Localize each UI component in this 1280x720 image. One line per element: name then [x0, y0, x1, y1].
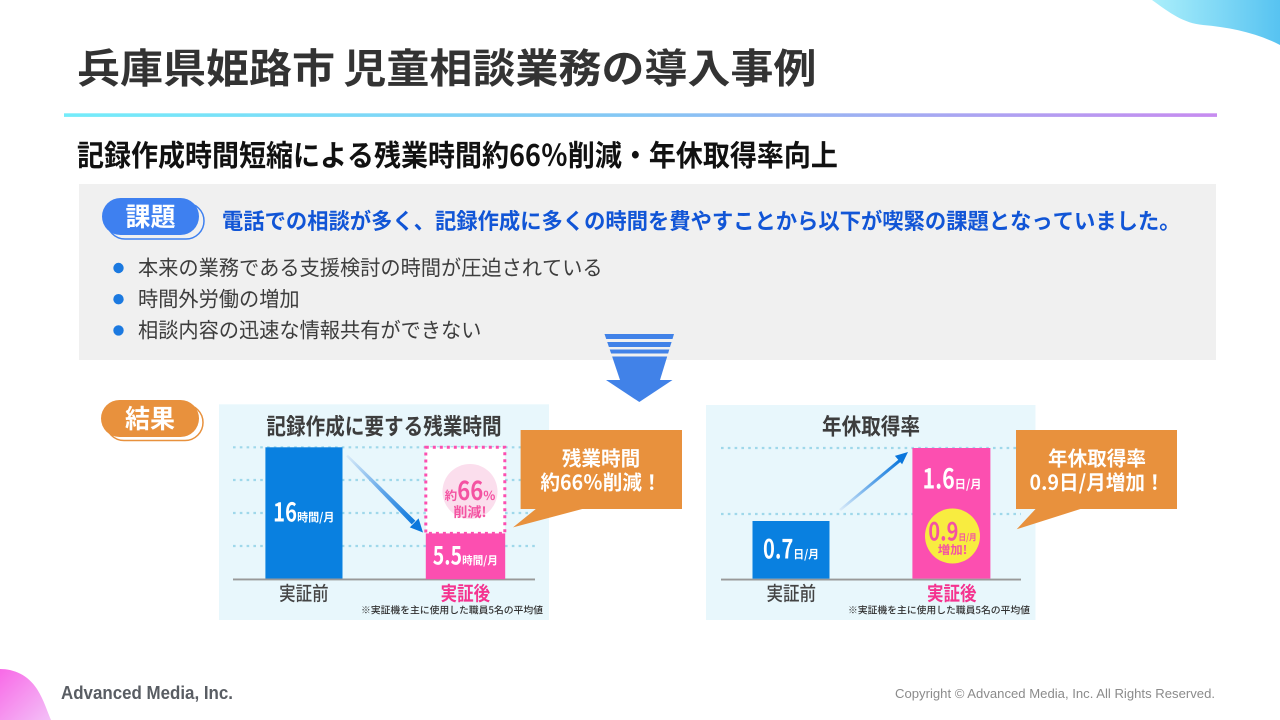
svg-text:Copyright © Advanced Media, In: Copyright © Advanced Media, Inc. All Rig… — [895, 686, 1215, 701]
svg-text:Advanced Media, Inc.: Advanced Media, Inc. — [61, 682, 233, 703]
